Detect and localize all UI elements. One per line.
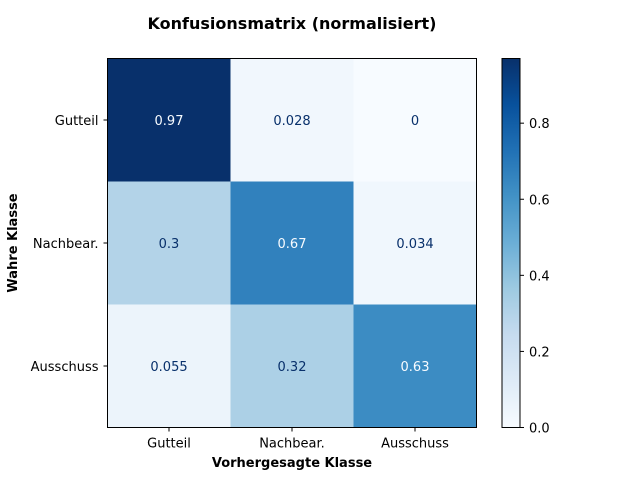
y-tick-label: Gutteil: [55, 114, 99, 129]
heatmap-cells: [107, 58, 477, 428]
colorbar-tick-label: 0.4: [529, 269, 550, 284]
heatmap-cell-label: 0.32: [278, 360, 307, 375]
colorbar-tick-label: 0.8: [529, 117, 550, 132]
x-tick-label: Gutteil: [147, 437, 191, 452]
heatmap-cell-label: 0.97: [155, 114, 184, 129]
y-tick-label: Nachbear.: [33, 237, 99, 252]
heatmap-cell-label: 0.034: [396, 237, 433, 252]
heatmap-cell: [353, 58, 477, 182]
x-axis-label: Vorhergesagte Klasse: [212, 456, 372, 471]
colorbar-tick-label: 0.0: [529, 422, 550, 437]
heatmap-cell-label: 0.028: [273, 114, 310, 129]
colorbar-ticks: 0.0 0.2 0.4 0.6 0.8: [520, 117, 550, 437]
x-tick-label: Ausschuss: [381, 437, 449, 452]
heatmap-cell: [353, 181, 477, 305]
colorbar-frame: [501, 58, 521, 428]
heatmap-cell: [353, 304, 477, 428]
heatmap-cell-labels: 0.97 0.028 0 0.3 0.67 0.034 0.055 0.32 0.63: [150, 114, 433, 375]
heatmap-cell: [107, 58, 231, 182]
y-axis-label: Wahre Klasse: [6, 193, 21, 292]
heatmap-cell-label: 0.3: [159, 237, 180, 252]
colorbar-tick-label: 0.2: [529, 345, 550, 360]
colorbar-tick-label: 0.6: [529, 193, 550, 208]
heatmap-cell: [230, 58, 354, 182]
heatmap-cell-label: 0.63: [401, 360, 430, 375]
heatmap-cell: [230, 181, 354, 305]
colorbar-gradient: [502, 58, 520, 428]
chart-title: Konfusionsmatrix (normalisiert): [148, 14, 437, 33]
heatmap-cell-label: 0.055: [150, 360, 187, 375]
x-tick-label: Nachbear.: [259, 437, 325, 452]
heatmap-cell: [107, 304, 231, 428]
heatmap-cell: [230, 304, 354, 428]
heatmap-cell-label: 0: [411, 114, 419, 129]
y-axis-ticks: Gutteil Nachbear. Ausschuss: [31, 114, 108, 375]
y-tick-label: Ausschuss: [31, 360, 99, 375]
heatmap-cell: [107, 181, 231, 305]
heatmap-cell-label: 0.67: [278, 237, 307, 252]
x-axis-ticks: Gutteil Nachbear. Ausschuss: [147, 427, 449, 452]
